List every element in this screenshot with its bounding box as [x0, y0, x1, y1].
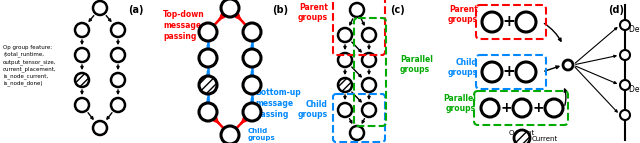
Circle shape [563, 60, 573, 70]
Circle shape [362, 103, 376, 117]
Circle shape [199, 49, 217, 67]
Circle shape [620, 80, 630, 90]
Circle shape [111, 48, 125, 62]
Text: Child
groups: Child groups [448, 58, 478, 77]
Circle shape [338, 78, 352, 92]
Circle shape [362, 53, 376, 67]
Text: (d): (d) [608, 5, 624, 15]
Circle shape [75, 48, 89, 62]
Circle shape [514, 130, 530, 143]
Circle shape [338, 28, 352, 42]
Circle shape [516, 62, 536, 82]
Text: Dev 1: Dev 1 [629, 25, 640, 34]
Circle shape [338, 103, 352, 117]
Circle shape [199, 103, 217, 121]
Text: +: + [500, 101, 512, 115]
Text: Top-down
message
passing: Top-down message passing [163, 10, 205, 41]
Circle shape [620, 50, 630, 60]
Text: (c): (c) [390, 5, 404, 15]
Circle shape [243, 76, 261, 94]
Circle shape [221, 0, 239, 17]
Circle shape [482, 62, 502, 82]
Text: (b): (b) [272, 5, 288, 15]
Text: Op group feature:
(total_runtime,
output_tensor_size,
current_placement,
is_node: Op group feature: (total_runtime, output… [3, 45, 56, 86]
Circle shape [481, 99, 499, 117]
Circle shape [75, 98, 89, 112]
Circle shape [199, 23, 217, 41]
Circle shape [350, 126, 364, 140]
Text: +: + [502, 64, 515, 80]
Text: +: + [502, 14, 515, 29]
Text: Child
groups: Child groups [248, 128, 276, 141]
Circle shape [620, 20, 630, 30]
Circle shape [243, 49, 261, 67]
Text: Bottom-up
message
passing: Bottom-up message passing [255, 88, 301, 119]
Text: Parallel
groups: Parallel groups [443, 94, 476, 113]
Circle shape [338, 53, 352, 67]
Text: +: + [532, 101, 544, 115]
Circle shape [516, 12, 536, 32]
Circle shape [350, 3, 364, 17]
Circle shape [111, 23, 125, 37]
Circle shape [362, 78, 376, 92]
Circle shape [93, 1, 107, 15]
Circle shape [243, 103, 261, 121]
Circle shape [620, 110, 630, 120]
Text: Dev 2: Dev 2 [629, 86, 640, 95]
Circle shape [243, 23, 261, 41]
Text: Current
node: Current node [532, 136, 558, 143]
Text: Current
node: Current node [509, 130, 535, 143]
Circle shape [111, 98, 125, 112]
Circle shape [199, 76, 217, 94]
Text: Parent
groups: Parent groups [448, 5, 478, 24]
Circle shape [93, 121, 107, 135]
Text: Parent
groups: Parent groups [298, 3, 328, 22]
Circle shape [362, 28, 376, 42]
Circle shape [482, 12, 502, 32]
Circle shape [513, 99, 531, 117]
Circle shape [75, 23, 89, 37]
Circle shape [111, 73, 125, 87]
Circle shape [221, 126, 239, 143]
Text: (a): (a) [128, 5, 143, 15]
Text: Parallel
groups: Parallel groups [400, 55, 433, 74]
Circle shape [75, 73, 89, 87]
Text: Child
groups: Child groups [298, 100, 328, 119]
Circle shape [545, 99, 563, 117]
